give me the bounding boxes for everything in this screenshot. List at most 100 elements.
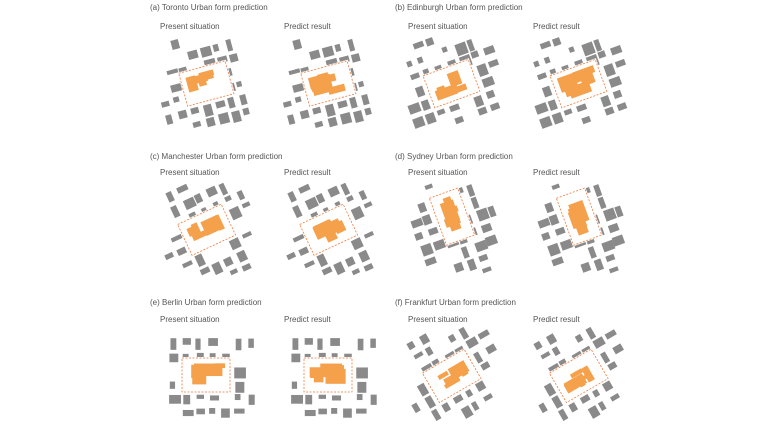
building [424, 346, 434, 357]
site-building [564, 376, 580, 390]
building [605, 253, 616, 263]
building [176, 183, 189, 194]
building [182, 338, 191, 345]
building [465, 388, 474, 398]
building [208, 338, 218, 346]
building [414, 231, 424, 241]
building [485, 89, 496, 100]
building [460, 246, 470, 259]
building [547, 99, 558, 111]
building [611, 234, 626, 247]
building [187, 49, 199, 60]
building [363, 231, 375, 239]
building [466, 38, 476, 52]
building [441, 402, 452, 413]
building [432, 238, 447, 251]
building [351, 268, 361, 276]
building [603, 63, 616, 77]
building [292, 233, 305, 243]
building [592, 336, 606, 349]
building [170, 233, 183, 243]
building [465, 336, 479, 349]
building [160, 100, 170, 108]
building [318, 394, 327, 399]
building [604, 106, 615, 116]
building [357, 381, 367, 393]
building [209, 395, 220, 401]
building [353, 110, 364, 124]
building [614, 58, 627, 68]
building [587, 246, 597, 259]
building [164, 251, 175, 261]
site-building [207, 366, 223, 377]
building [581, 115, 592, 125]
building [453, 261, 465, 273]
building [416, 56, 424, 64]
building [291, 353, 301, 363]
building [574, 333, 584, 343]
site-building [455, 83, 468, 93]
site-building [443, 376, 461, 389]
building [330, 338, 340, 346]
building [597, 401, 607, 412]
building [292, 205, 303, 219]
building [414, 85, 426, 98]
building [288, 68, 301, 76]
building [545, 333, 558, 346]
building [192, 120, 202, 128]
building [477, 329, 490, 340]
building [609, 44, 623, 56]
building [480, 361, 491, 371]
site-boundary [178, 60, 235, 107]
figure-title: (d) Sydney Urban form prediction [395, 152, 513, 161]
building [412, 40, 425, 50]
building [548, 214, 560, 226]
building [483, 393, 494, 402]
building [427, 226, 439, 236]
building [557, 408, 569, 422]
building [420, 242, 434, 257]
predict-label: Predict result [533, 22, 580, 31]
building [321, 266, 333, 276]
building [205, 116, 216, 128]
building [551, 183, 561, 191]
building [333, 261, 346, 276]
building [324, 103, 336, 117]
building [298, 183, 311, 194]
building [287, 114, 296, 125]
building [536, 72, 548, 81]
present-map [160, 38, 250, 128]
building [575, 103, 588, 113]
building [563, 108, 573, 116]
building [228, 237, 242, 251]
building [543, 382, 557, 397]
predict-label: Predict result [533, 315, 580, 324]
building [236, 190, 246, 201]
building [551, 111, 564, 125]
building [604, 329, 617, 340]
building [356, 408, 367, 414]
site-boundary [555, 187, 603, 246]
building [607, 361, 618, 371]
building [177, 109, 188, 120]
building [407, 102, 422, 115]
predict-map [537, 183, 626, 274]
building [344, 256, 356, 268]
building [458, 326, 470, 340]
building [473, 351, 484, 364]
building [349, 96, 358, 109]
building [417, 202, 428, 214]
building [169, 394, 181, 404]
building [448, 103, 461, 113]
site-boundary [548, 348, 609, 404]
building [170, 338, 177, 350]
building [317, 338, 323, 350]
building [318, 408, 327, 415]
building [304, 409, 316, 417]
building [454, 41, 469, 57]
building [607, 222, 620, 234]
site-building [316, 72, 331, 88]
predict-map [282, 38, 372, 128]
building [424, 37, 435, 47]
building [358, 190, 368, 201]
